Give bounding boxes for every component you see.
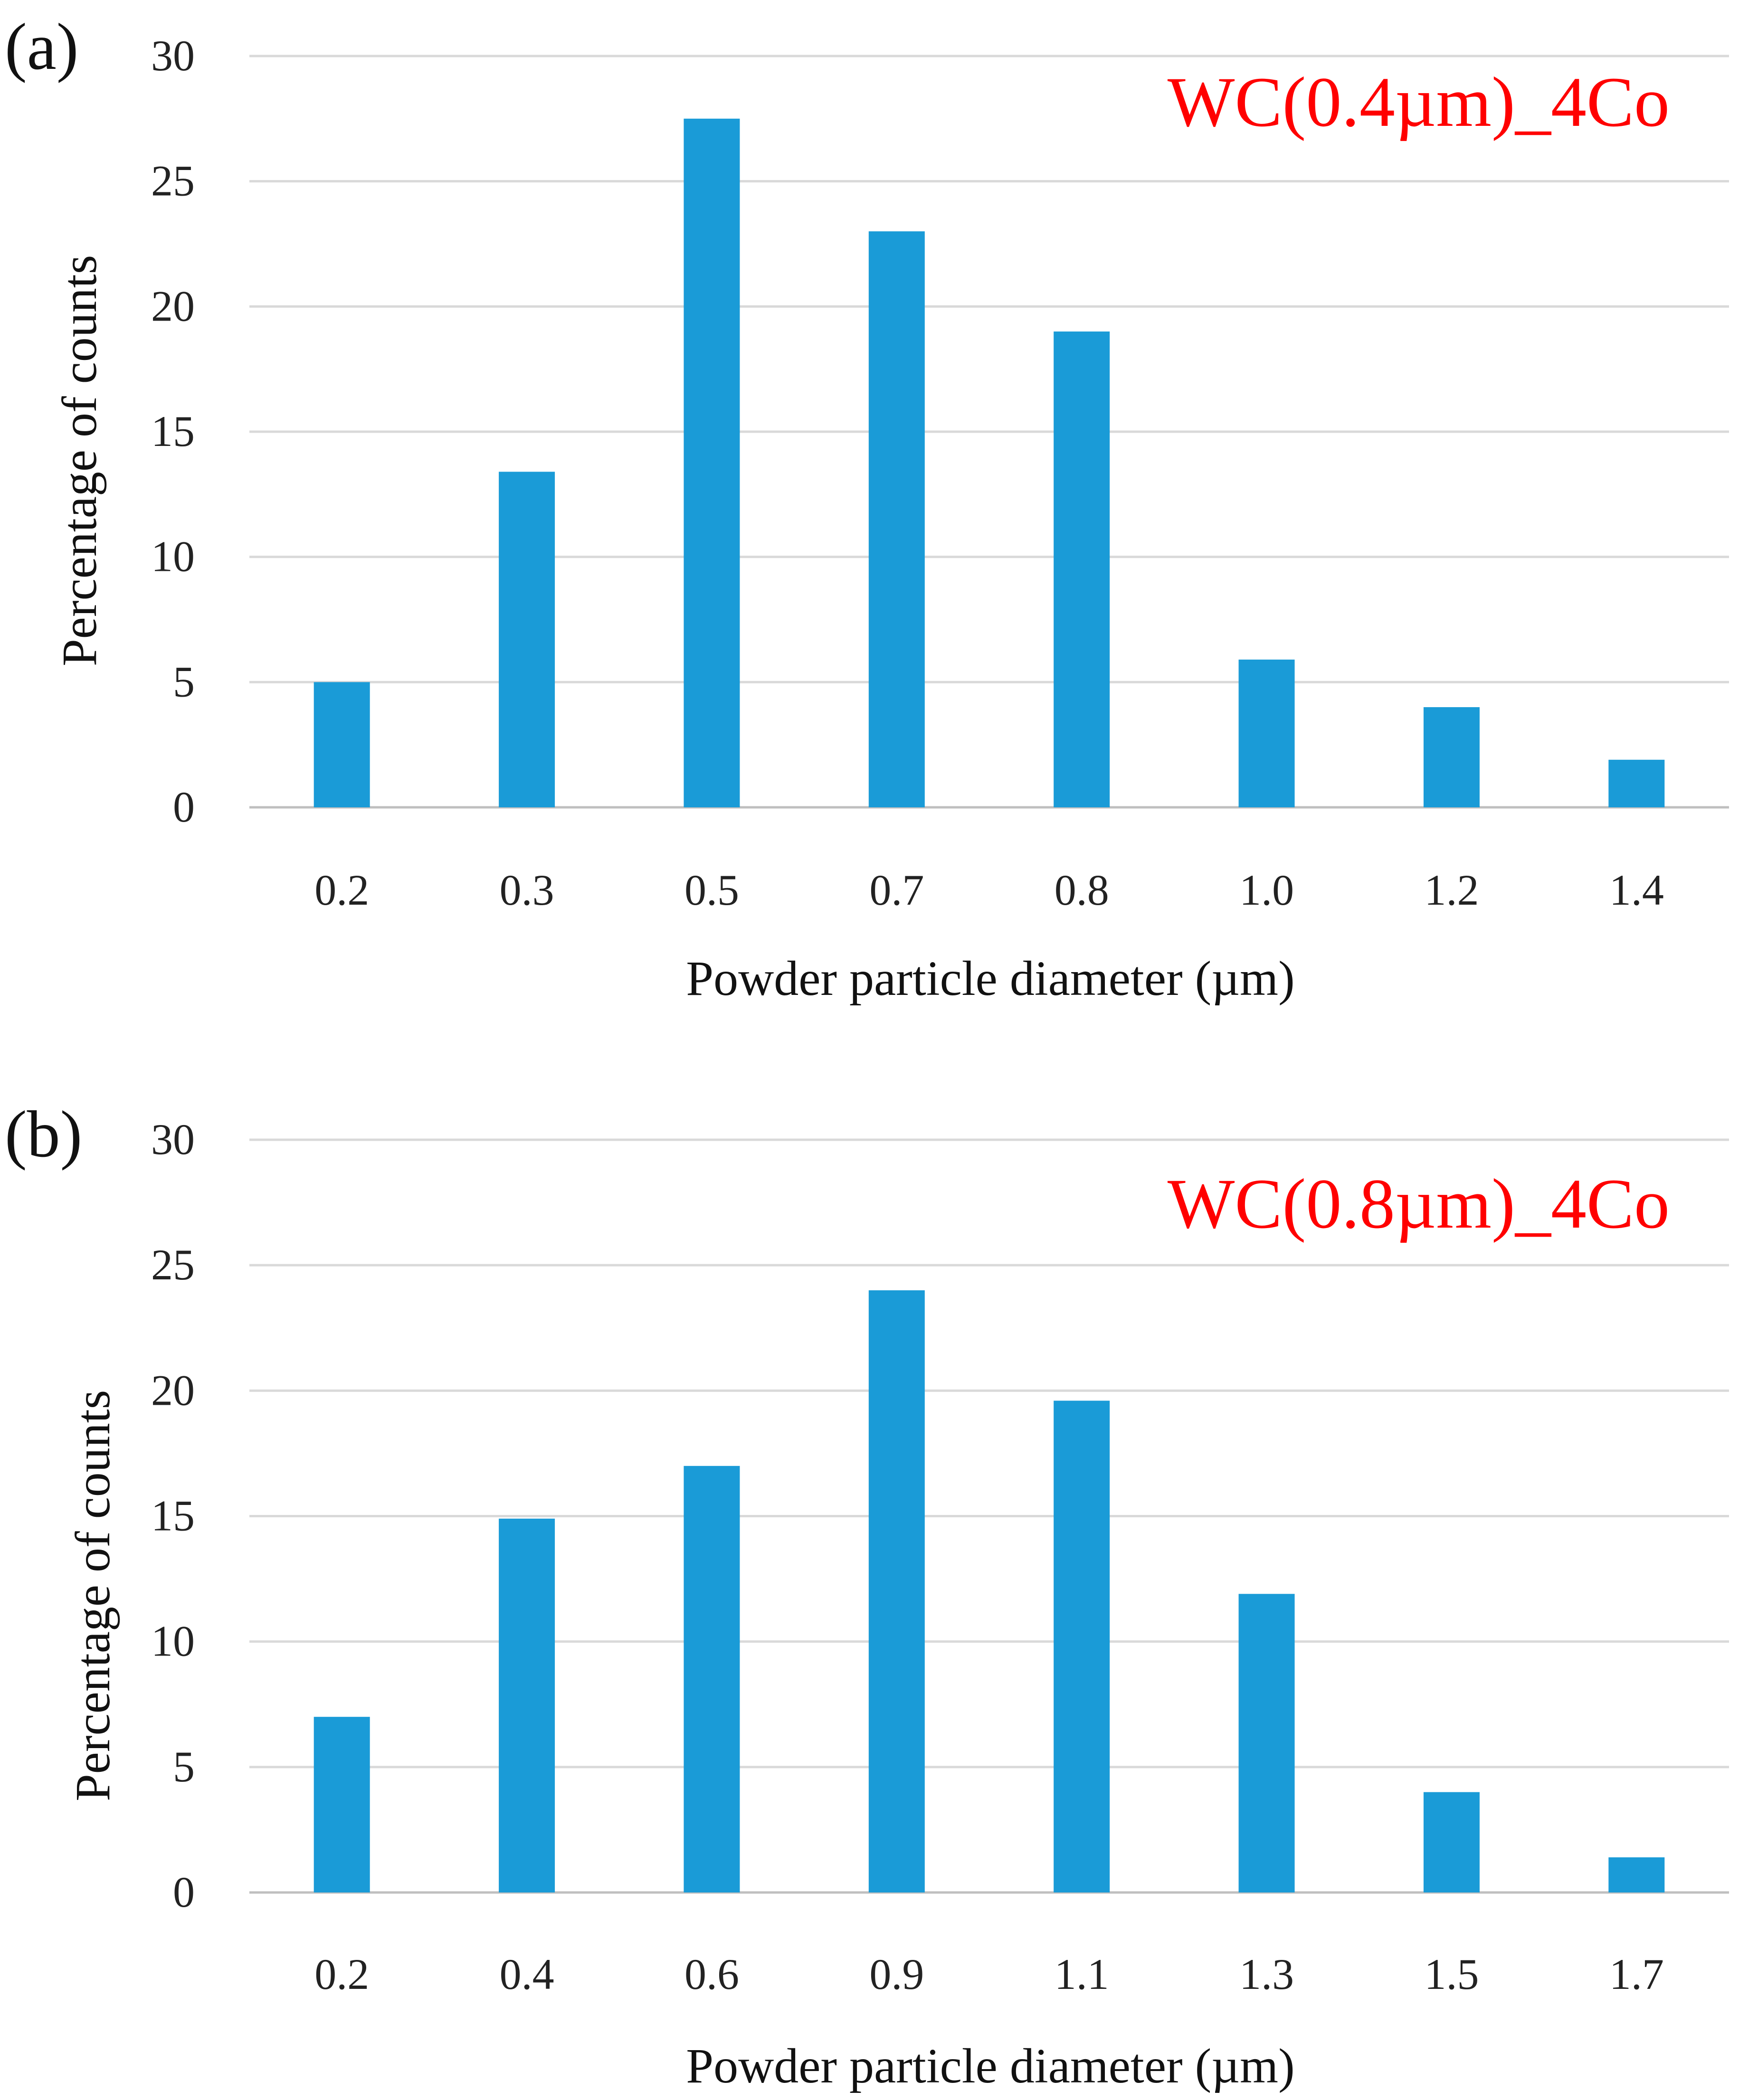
panel-a: (a) WC(0.4µm)_4Co Percentage of counts P… [5, 10, 1729, 1006]
x-tick-label: 0.7 [869, 866, 924, 914]
gridlines [249, 1138, 1729, 1894]
x-axis-ticks: 0.2 0.3 0.5 0.7 0.8 1.0 1.2 1.4 [314, 866, 1664, 914]
bars [314, 118, 1665, 808]
x-tick-label: 1.0 [1239, 866, 1294, 914]
x-tick-label: 1.7 [1609, 1950, 1664, 1998]
bar [1238, 1594, 1295, 1892]
y-tick-label: 0 [173, 783, 195, 831]
x-tick-label: 1.5 [1424, 1950, 1479, 1998]
x-tick-label: 1.4 [1609, 866, 1664, 914]
bar [1423, 707, 1480, 807]
y-axis-title: Percentage of counts [52, 255, 107, 666]
y-tick-label: 15 [151, 407, 195, 455]
y-tick-label: 5 [173, 1742, 195, 1791]
bar [1054, 1400, 1110, 1892]
x-tick-label: 0.3 [500, 866, 554, 914]
series-label: WC(0.4µm)_4Co [1168, 63, 1670, 142]
y-tick-label: 10 [151, 532, 195, 581]
x-tick-label: 0.6 [684, 1950, 739, 1998]
x-tick-label: 0.8 [1055, 866, 1109, 914]
y-tick-label: 25 [151, 157, 195, 205]
bar [1423, 1792, 1480, 1892]
bar [1054, 331, 1110, 807]
bar [684, 118, 740, 807]
x-tick-label: 1.3 [1239, 1950, 1294, 1998]
x-tick-label: 0.5 [684, 866, 739, 914]
x-axis-ticks: 0.2 0.4 0.6 0.9 1.1 1.3 1.5 1.7 [314, 1950, 1664, 1998]
y-tick-label: 30 [151, 31, 195, 80]
panel-b: (b) WC(0.8µm)_4Co Percentage of counts P… [5, 1097, 1729, 2093]
bar [684, 1466, 740, 1892]
x-tick-label: 0.9 [869, 1950, 924, 1998]
series-label: WC(0.8µm)_4Co [1168, 1164, 1670, 1243]
bar [1608, 759, 1665, 807]
gridlines [249, 55, 1729, 809]
y-axis-title: Percentage of counts [66, 1390, 120, 1801]
bar [868, 1290, 925, 1892]
y-tick-label: 5 [173, 657, 195, 706]
panel-label: (b) [5, 1097, 82, 1171]
bar [314, 1717, 370, 1892]
x-tick-label: 0.2 [314, 1950, 369, 1998]
x-axis-title: Powder particle diameter (µm) [686, 951, 1294, 1006]
y-tick-label: 20 [151, 282, 195, 330]
x-tick-label: 0.4 [500, 1950, 554, 1998]
bar [499, 1518, 555, 1892]
x-tick-label: 1.2 [1424, 866, 1479, 914]
bar [868, 231, 925, 808]
x-axis-title: Powder particle diameter (µm) [686, 2039, 1294, 2093]
y-tick-label: 25 [151, 1240, 195, 1289]
y-tick-label: 20 [151, 1366, 195, 1414]
y-axis-ticks: 0 5 10 15 20 25 30 [151, 1115, 195, 1916]
x-tick-label: 1.1 [1055, 1950, 1109, 1998]
y-axis-ticks: 0 5 10 15 20 25 30 [151, 31, 195, 831]
x-tick-label: 0.2 [314, 866, 369, 914]
bars [314, 1290, 1665, 1892]
y-tick-label: 0 [173, 1868, 195, 1916]
bar [1608, 1857, 1665, 1892]
y-tick-label: 10 [151, 1617, 195, 1665]
bar [314, 682, 370, 807]
bar [499, 472, 555, 807]
panel-label: (a) [5, 10, 78, 84]
bar [1238, 659, 1295, 807]
y-tick-label: 15 [151, 1492, 195, 1540]
y-tick-label: 30 [151, 1115, 195, 1164]
